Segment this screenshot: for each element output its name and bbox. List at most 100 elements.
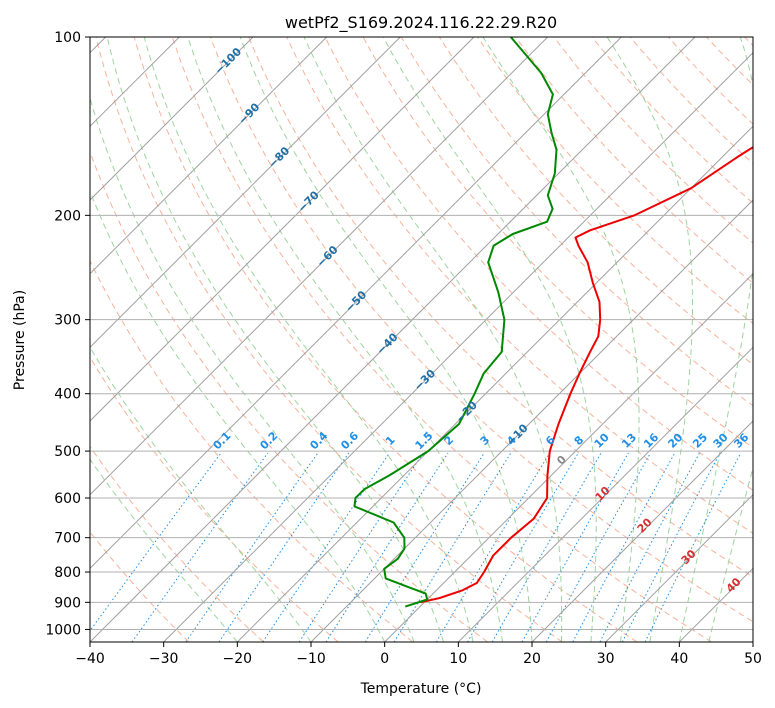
isotherm	[90, 37, 622, 570]
isotherm	[90, 37, 328, 275]
dry-adiabat	[629, 37, 753, 165]
mixing-ratio-line	[393, 452, 512, 642]
mixing-ratio-label: 0.4	[307, 429, 330, 452]
mixing-ratio-label: 0.1	[211, 429, 234, 452]
mixing-ratio-line	[644, 452, 742, 642]
isotherm	[605, 493, 753, 642]
dry-adiabat	[133, 37, 638, 642]
isotherm	[163, 51, 753, 642]
y-tick-label: 200	[54, 208, 81, 224]
moist-adiabat-label: 40	[724, 575, 744, 595]
mixing-ratio-line	[131, 452, 269, 642]
y-tick-label: 700	[54, 531, 81, 547]
isotherm	[678, 567, 753, 642]
x-tick-label: 40	[670, 651, 688, 667]
isotherm	[531, 420, 753, 642]
dry-adiabat	[553, 37, 753, 244]
y-tick-label: 900	[54, 595, 81, 611]
plot-frame	[89, 36, 754, 643]
isotherm	[752, 641, 753, 642]
moist-adiabat	[90, 458, 238, 642]
mixing-ratio-line	[435, 452, 551, 642]
y-tick-label: 1000	[45, 622, 81, 638]
dry-adiabat	[90, 150, 488, 642]
moist-adiabat	[143, 37, 474, 642]
mixing-ratio-label: 8	[572, 433, 587, 448]
dry-adiabat	[706, 37, 753, 86]
mixing-ratio-line	[621, 452, 721, 642]
mixing-ratio-line	[545, 452, 652, 642]
mixing-ratio-line	[218, 452, 350, 642]
moist-adiabat	[482, 37, 640, 642]
isotherm-label: −50	[343, 288, 370, 315]
mixing-ratio-label: 0.2	[257, 429, 280, 452]
moist-adiabat	[187, 37, 503, 642]
isotherm-label: −20	[453, 398, 480, 425]
chart-title: wetPf2_S169.2024.116.22.29.R20	[285, 13, 557, 33]
dry-adiabat	[477, 37, 753, 325]
moist-adiabat	[90, 189, 386, 642]
mixing-ratio-label: 13	[619, 431, 639, 451]
y-tick-label: 500	[54, 444, 81, 460]
dry-adiabat	[90, 356, 339, 642]
y-tick-label: 800	[54, 565, 81, 581]
mixing-ratio-label: 0.6	[338, 429, 361, 452]
moist-adiabat-label: 30	[679, 547, 699, 567]
isotherm	[310, 199, 753, 642]
moist-adiabat-label: 20	[635, 515, 655, 535]
mixing-ratio-line	[185, 452, 319, 642]
moist-adiabat	[239, 37, 533, 642]
x-tick-label: 10	[449, 651, 467, 667]
x-tick-label: −30	[149, 651, 179, 667]
isotherm	[90, 37, 549, 496]
mixing-ratio-label: 36	[731, 430, 751, 450]
isotherm-label: −60	[314, 243, 341, 270]
isotherm	[90, 37, 475, 422]
moist-adiabat	[606, 37, 693, 642]
dry-adiabat	[90, 531, 190, 642]
x-tick-label: 20	[523, 651, 541, 667]
moist-adiabat	[678, 37, 753, 642]
mixing-ratio-line	[90, 452, 222, 632]
temperature-profile-line	[420, 146, 753, 604]
x-tick-label: −20	[223, 651, 253, 667]
dry-adiabat	[90, 259, 414, 642]
x-tick-label: 30	[597, 651, 615, 667]
x-axis-label: Temperature (°C)	[360, 681, 482, 697]
moist-adiabat	[90, 346, 312, 642]
x-tick-label: 50	[744, 651, 762, 667]
mixing-ratio-line	[364, 452, 485, 642]
y-tick-label: 300	[54, 313, 81, 329]
isotherm-label: −80	[266, 144, 293, 171]
mixing-ratio-line	[325, 452, 449, 642]
dry-adiabat	[591, 37, 753, 204]
dry-adiabat	[515, 37, 753, 284]
dry-adiabat	[248, 37, 753, 578]
x-tick-label: 0	[380, 651, 389, 667]
mixing-ratio-label: 3	[478, 433, 493, 448]
dry-adiabat	[324, 37, 753, 491]
y-tick-label: 100	[54, 30, 81, 46]
mixing-ratio-line	[467, 452, 579, 642]
mixing-ratio-line	[491, 452, 602, 642]
mixing-ratio-label: 16	[641, 430, 661, 450]
dry-adiabat	[95, 37, 563, 642]
mixing-ratio-line	[298, 452, 424, 642]
isotherm	[236, 125, 753, 642]
dry-adiabat	[90, 445, 264, 642]
dry-adiabat	[210, 37, 753, 623]
mixing-ratio-line	[521, 452, 629, 642]
dry-adiabat	[171, 37, 712, 642]
dry-adiabat	[400, 37, 753, 407]
y-axis-label: Pressure (hPa)	[12, 290, 28, 390]
y-tick-label: 600	[54, 491, 81, 507]
isotherm	[90, 37, 254, 201]
mixing-ratio-line	[262, 452, 390, 642]
isotherm	[90, 37, 401, 349]
moist-adiabat	[382, 37, 597, 642]
moist-adiabat	[303, 37, 563, 642]
dry-adiabat	[744, 37, 753, 47]
mixing-ratio-label: 1	[383, 433, 398, 448]
mixing-ratio-label: 30	[711, 430, 731, 450]
